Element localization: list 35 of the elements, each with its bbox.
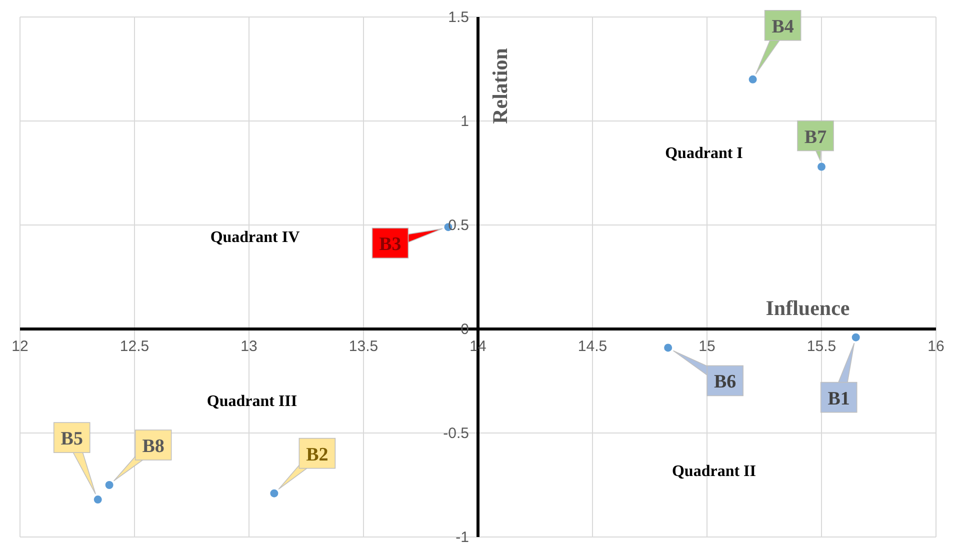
annotation: B4 [772, 16, 794, 38]
point [748, 75, 757, 84]
annotation: Quadrant IV [210, 229, 300, 246]
x-tick-label: 13 [240, 338, 258, 355]
callout: B5 [53, 422, 96, 494]
annotation: Quadrant III [206, 393, 298, 410]
x-tick-label: 14.5 [578, 338, 608, 355]
y-axis-title: Relation [488, 48, 512, 124]
annotation: Quadrant I [665, 145, 743, 162]
y-tick-label: -0.5 [443, 425, 469, 442]
y-tick-label: 1.5 [448, 9, 469, 26]
annotation: B1 [828, 388, 850, 410]
x-tick-label: 15.5 [806, 338, 836, 355]
callout: B6 [672, 350, 744, 396]
x-axis-title: Influence [766, 296, 850, 320]
x-tick-label: 12.5 [120, 338, 150, 355]
annotation: Quadrant II [672, 463, 756, 480]
y-tick-label: -1 [456, 529, 469, 546]
callout: B2 [278, 438, 336, 490]
point [94, 496, 102, 504]
point [818, 162, 826, 171]
y-tick-label: 1 [460, 113, 469, 130]
point [270, 489, 278, 498]
callout: B4 [755, 10, 802, 75]
callout: B8 [113, 430, 172, 482]
point [852, 333, 860, 342]
point [105, 481, 114, 489]
annotation: B5 [60, 428, 83, 450]
annotation: B2 [306, 444, 328, 466]
annotation: B8 [142, 436, 164, 457]
x-tick-label: 16 [928, 338, 944, 355]
point [664, 344, 672, 352]
x-tick-label: 13.5 [348, 338, 378, 355]
x-tick-label: 12 [12, 338, 28, 355]
annotation: B6 [714, 372, 736, 393]
